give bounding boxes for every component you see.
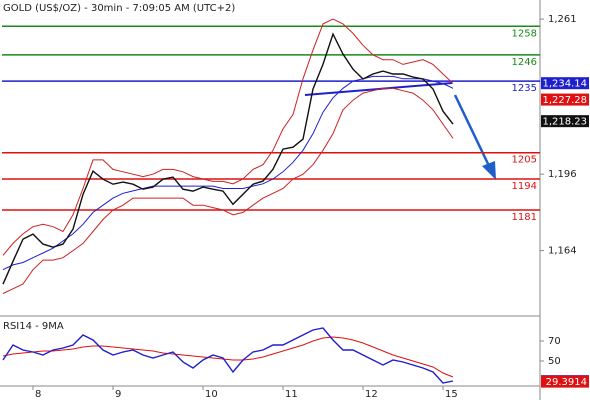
level-label: 1194 <box>512 181 537 192</box>
x-tick-label: 12 <box>365 389 378 400</box>
x-tick-label: 9 <box>115 389 121 400</box>
price-tag <box>541 115 589 128</box>
x-tick-label: 10 <box>205 389 218 400</box>
series-line <box>2 18 454 256</box>
level-label: 1235 <box>512 83 537 94</box>
price-tag-label: 1,234.14 <box>542 79 587 90</box>
y-tick-label: 50 <box>548 356 561 367</box>
price-tag-label: 1,227.28 <box>542 95 587 106</box>
price-tag <box>541 93 589 106</box>
series-line <box>2 87 454 294</box>
price-tag-label: 1,218.23 <box>542 117 587 128</box>
y-tick-label: 1,164 <box>548 246 577 257</box>
level-label: 1205 <box>512 155 537 166</box>
y-tick-label: 1,261 <box>548 14 577 25</box>
rsi-title: RSI14 - 9MA <box>3 321 64 332</box>
price-tag <box>541 375 589 388</box>
x-tick-label: 11 <box>285 389 298 400</box>
x-tick-label: 15 <box>445 389 458 400</box>
y-tick-label: 1,196 <box>548 169 577 180</box>
series-line <box>2 327 454 384</box>
level-label: 1181 <box>512 212 537 223</box>
y-tick-label: 70 <box>548 336 561 347</box>
level-label: 1246 <box>512 57 537 68</box>
price-tag <box>541 77 589 90</box>
level-label: 1258 <box>512 28 537 39</box>
price-tag-label: 29.3914 <box>546 377 587 388</box>
forecast-arrow-head <box>482 161 496 180</box>
series-line <box>2 336 454 378</box>
series-line <box>2 75 454 271</box>
x-tick-label: 8 <box>35 389 41 400</box>
forecast-arrow <box>453 94 492 169</box>
series-line <box>2 32 454 285</box>
chart-title: GOLD (US$/OZ) - 30min - 7:09:05 AM (UTC+… <box>3 3 235 14</box>
